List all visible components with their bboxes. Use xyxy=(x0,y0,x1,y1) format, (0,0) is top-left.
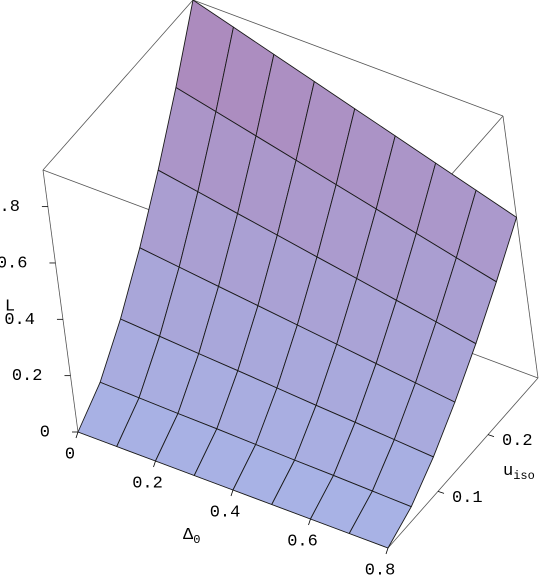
y-tick-label: 0.1 xyxy=(452,489,483,508)
box-edge xyxy=(42,169,79,433)
y-tick xyxy=(487,434,495,438)
x-tick-label: 0.6 xyxy=(287,532,318,551)
x-tick xyxy=(385,547,389,555)
surface xyxy=(77,0,517,549)
z-tick-label: 0.2 xyxy=(12,367,43,386)
x-tick-label: 0.8 xyxy=(365,561,396,579)
z-tick-label: 0 xyxy=(40,423,50,442)
box-edge xyxy=(42,0,194,171)
box-edge xyxy=(502,115,539,379)
x-axis-label: Δ0 xyxy=(183,526,200,547)
x-tick-label: 0 xyxy=(65,445,75,464)
surface-cell xyxy=(348,490,412,549)
x-tick xyxy=(230,489,234,497)
z-tick-label: 0.8 xyxy=(0,198,20,217)
x-axis-label-sub: 0 xyxy=(193,533,200,547)
box-edge xyxy=(387,377,539,549)
y-axis-label-sub: iso xyxy=(513,469,535,483)
x-tick xyxy=(75,431,79,439)
x-tick-label: 0.4 xyxy=(210,503,241,522)
y-tick-label: 0.2 xyxy=(502,432,533,451)
x-tick xyxy=(153,460,156,468)
box-edge xyxy=(192,0,504,117)
z-tick-label: 0.4 xyxy=(4,311,35,330)
x-tick xyxy=(308,518,311,526)
z-axis-label: L xyxy=(5,297,15,316)
y-axis-label-main: u xyxy=(503,462,513,481)
x-axis-label-main: Δ xyxy=(183,526,194,545)
y-tick xyxy=(437,490,445,494)
z-tick-label: 0.6 xyxy=(0,254,27,273)
x-tick-label: 0.2 xyxy=(132,474,163,493)
y-axis-label: uiso xyxy=(503,462,535,483)
